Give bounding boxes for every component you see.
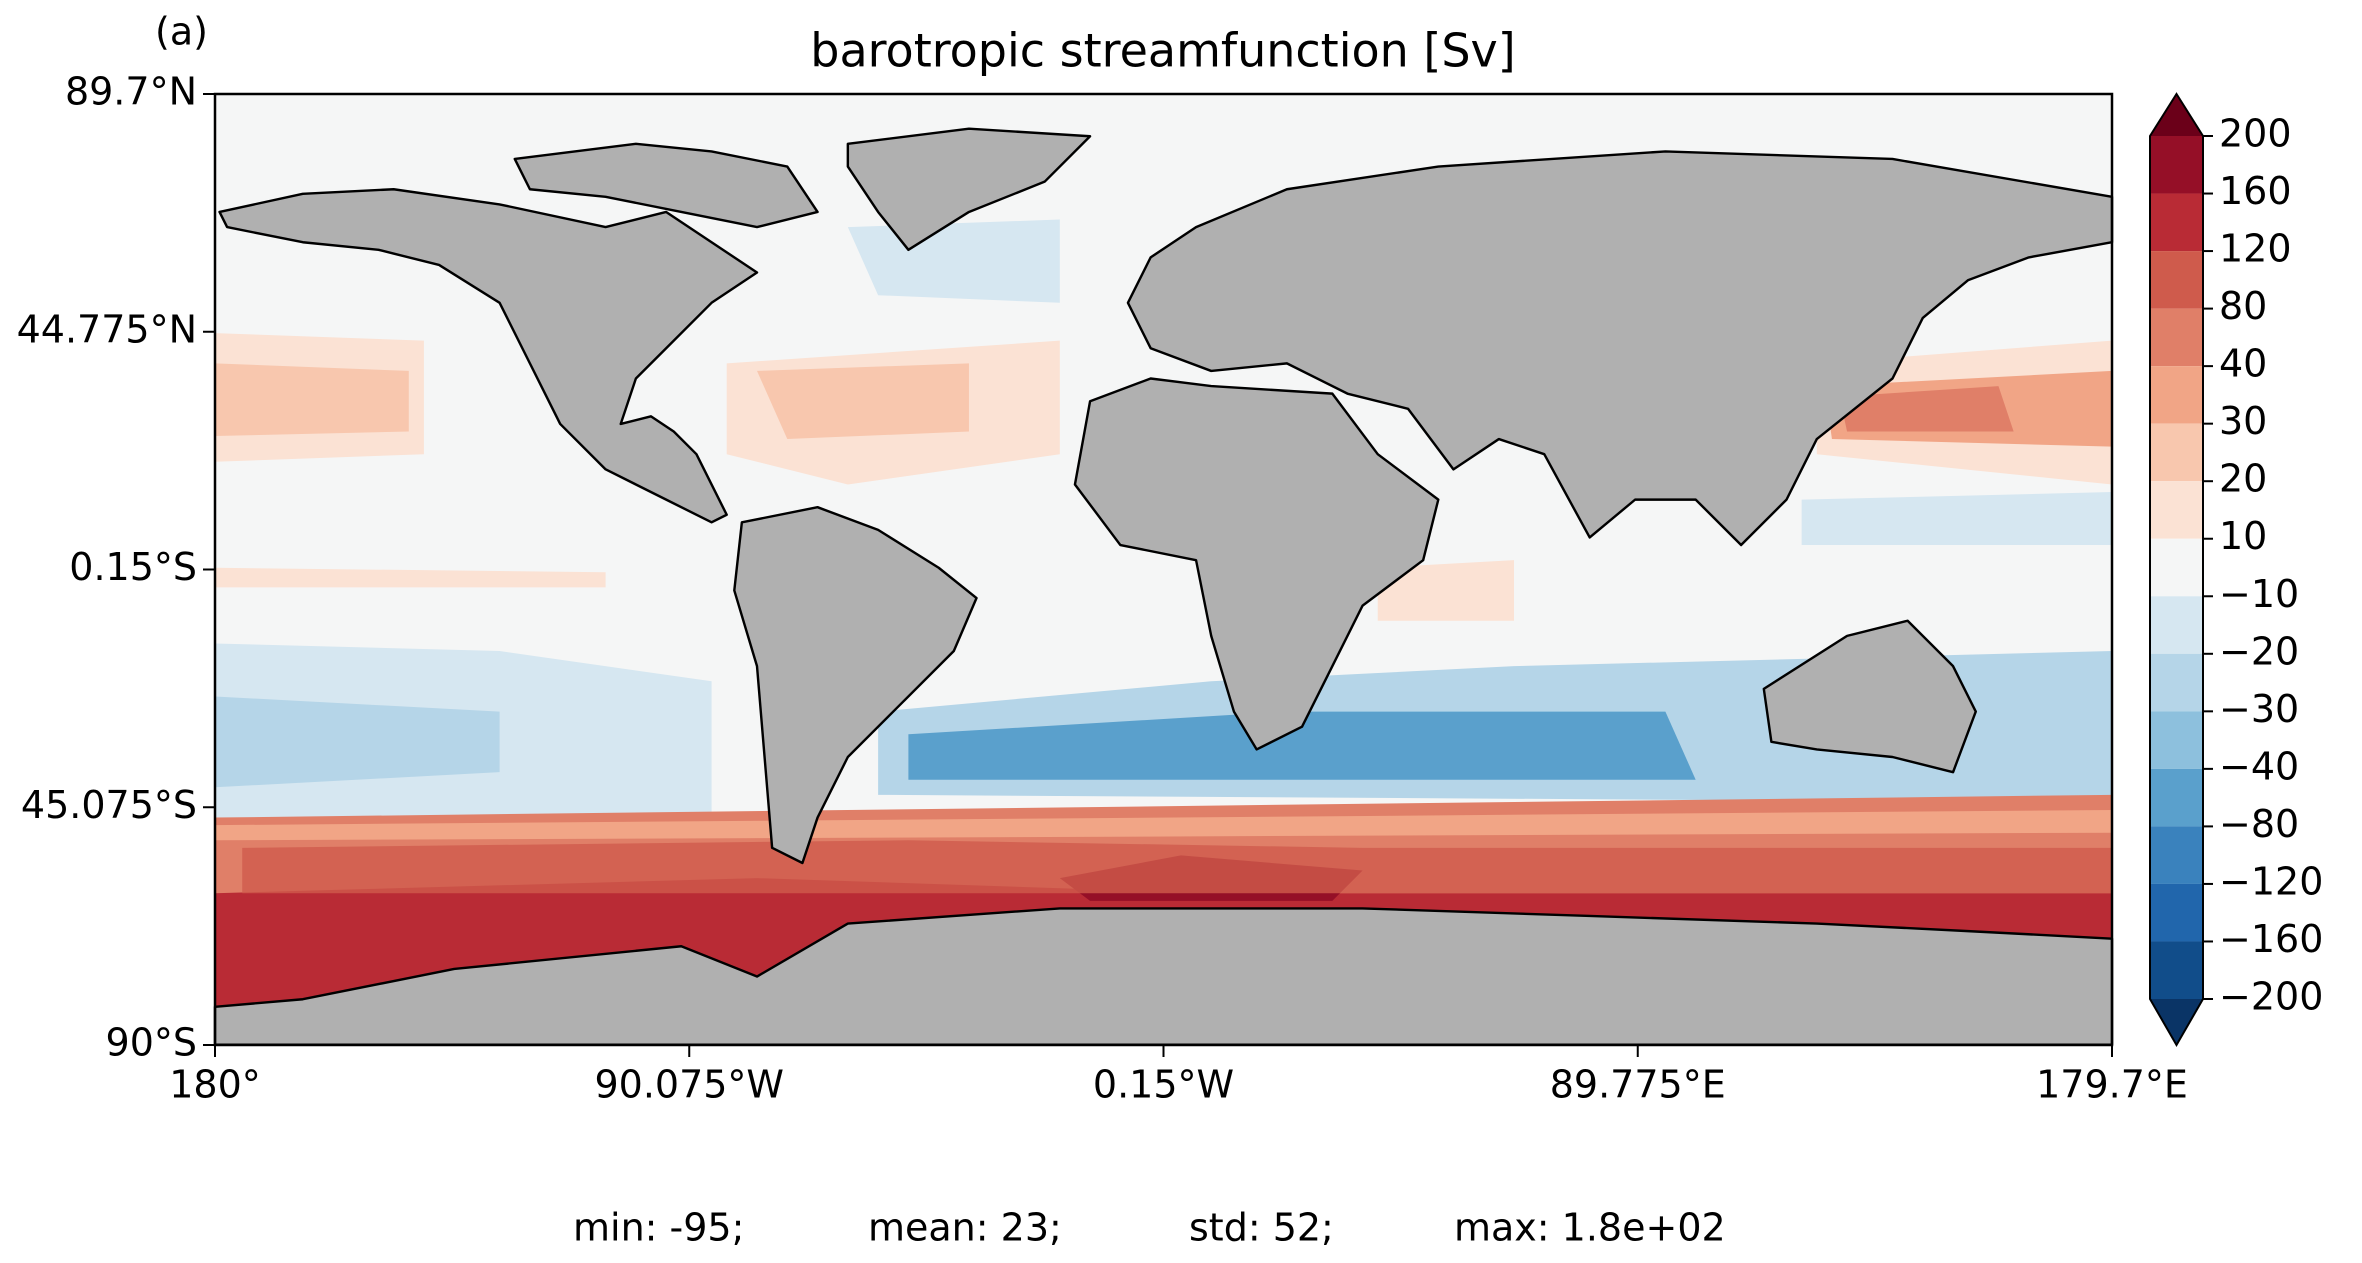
x-tick-label: 0.15°W: [1093, 1063, 1234, 1107]
continent: [1073, 377, 1440, 751]
panel-label: (a): [155, 10, 208, 54]
field-patch: [242, 840, 2113, 894]
colorbar-segment: [2150, 941, 2203, 999]
colorbar-tick-label: 200: [2219, 112, 2292, 156]
continent: [1126, 150, 2114, 547]
colorbar-segment: [2150, 251, 2203, 309]
field-patch: [1839, 386, 2014, 432]
x-tick-label: 179.7°E: [2036, 1063, 2188, 1107]
colorbar-tick-label: −30: [2219, 687, 2299, 731]
colorbar-tick-label: 10: [2219, 514, 2267, 558]
colorbar-segment: [2150, 768, 2203, 827]
colorbar-tick-label: −10: [2219, 572, 2299, 616]
colorbar-segment: [2150, 193, 2203, 252]
colorbar-segment: [2150, 596, 2203, 654]
colorbar-segment: [2150, 481, 2203, 539]
field-patch: [214, 696, 500, 788]
stat-label: std: 52;: [1189, 1206, 1334, 1250]
colorbar-segment: [2150, 366, 2203, 424]
stat-label: max: 1.8e+02: [1454, 1206, 1726, 1250]
colorbar-segment: [2150, 308, 2203, 367]
continent: [846, 127, 1092, 252]
colorbar-segment: [2150, 136, 2203, 194]
colorbar-tick-label: −40: [2219, 744, 2299, 788]
field-patch: [214, 363, 409, 437]
colorbar-tick-label: 30: [2219, 399, 2267, 443]
continent: [1762, 619, 1977, 774]
map: [213, 92, 2114, 1047]
colorbar-segment: [2150, 653, 2203, 712]
y-tick-label: 0.15°S: [69, 545, 197, 589]
colorbar-tick-label: 80: [2219, 284, 2267, 328]
x-tick-label: 90.075°W: [594, 1063, 784, 1107]
colorbar-tick-label: −80: [2219, 802, 2299, 846]
field-patch: [1377, 560, 1514, 621]
colorbar-segment: [2150, 711, 2203, 769]
y-tick-label: 90°S: [106, 1021, 197, 1065]
colorbar-extend-over: [2150, 94, 2203, 136]
field-patch: [1801, 492, 2113, 546]
colorbar-segment: [2150, 538, 2203, 597]
field-patch: [908, 711, 1696, 780]
chart-title: barotropic streamfunction [Sv]: [810, 24, 1515, 78]
y-tick-label: 44.775°N: [17, 307, 197, 351]
colorbar-tick-label: −200: [2219, 975, 2323, 1019]
colorbar-extend-under: [2150, 999, 2203, 1045]
colorbar-tick-label: 20: [2219, 457, 2267, 501]
land: [213, 127, 2114, 1046]
continent: [733, 505, 978, 865]
colorbar-segment: [2150, 826, 2203, 884]
field-patch: [847, 219, 1060, 303]
stat-label: mean: 23;: [868, 1206, 1062, 1250]
colorbar-tick-label: −20: [2219, 629, 2299, 673]
colorbar-tick-label: 40: [2219, 342, 2267, 386]
colorbar-segment: [2150, 423, 2203, 482]
continent: [218, 188, 759, 524]
field-patch: [214, 809, 2113, 841]
colorbar-tick-label: 160: [2219, 169, 2292, 213]
x-tick-label: 180°: [169, 1063, 261, 1107]
colorbar-segment: [2150, 883, 2203, 942]
x-tick-label: 89.775°E: [1550, 1063, 1726, 1107]
stat-label: min: -95;: [573, 1206, 744, 1250]
colorbar-tick-label: −120: [2219, 859, 2323, 903]
field-patch: [214, 567, 606, 588]
continent: [513, 142, 819, 229]
y-tick-label: 89.7°N: [65, 70, 197, 114]
colorbar-tick-label: 120: [2219, 227, 2292, 271]
colorbar-tick-label: −160: [2219, 917, 2323, 961]
y-tick-label: 45.075°S: [21, 783, 197, 827]
field-patch: [757, 363, 969, 440]
